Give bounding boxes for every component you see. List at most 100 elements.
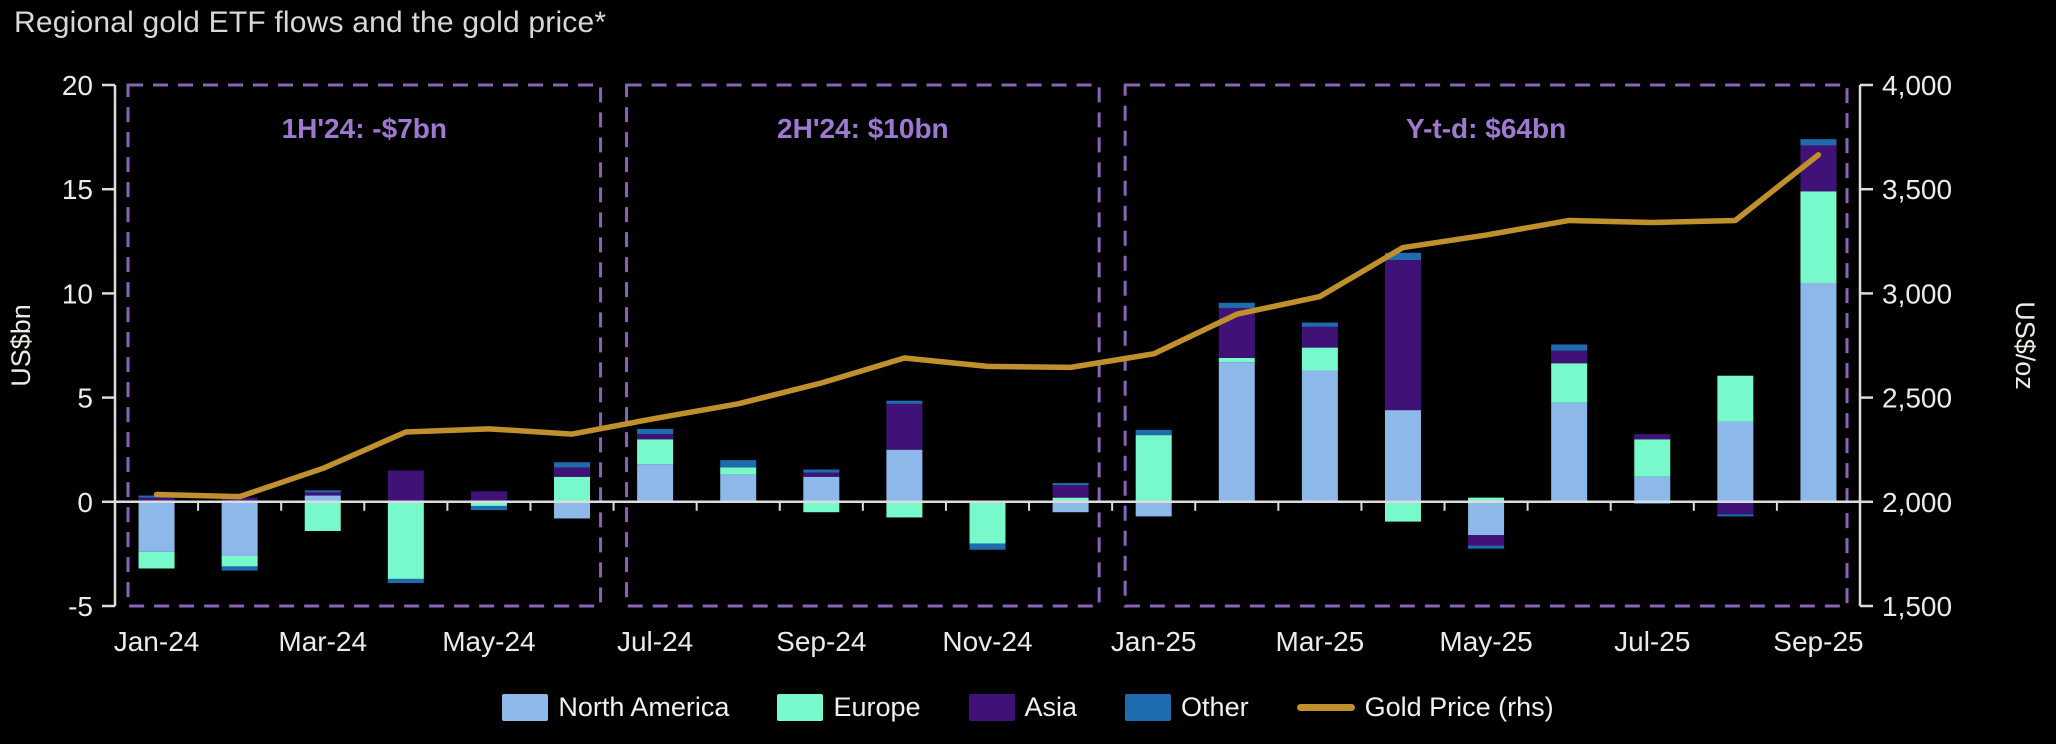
bar-Jan-25-north-america bbox=[1135, 501, 1172, 517]
left-axis-tick-label: 20 bbox=[62, 70, 93, 101]
bar-Jun-25-europe bbox=[1551, 363, 1588, 403]
left-axis-tick-label: -5 bbox=[68, 591, 93, 622]
bar-Aug-25-asia bbox=[1717, 501, 1754, 515]
bar-Jul-25-europe bbox=[1634, 439, 1671, 477]
left-axis-title: US$bn bbox=[6, 304, 36, 387]
x-axis-label-Nov-24: Nov-24 bbox=[942, 626, 1032, 657]
bar-Jun-25-north-america bbox=[1551, 402, 1588, 502]
bar-Sep-24-north-america bbox=[803, 476, 840, 502]
bar-Mar-25-other bbox=[1301, 322, 1338, 327]
bar-May-24-asia bbox=[470, 491, 507, 502]
bar-Mar-24-north-america bbox=[304, 495, 341, 502]
bar-Apr-25-europe bbox=[1384, 501, 1421, 522]
period-box-3 bbox=[1123, 83, 1849, 608]
bar-Mar-24-other bbox=[304, 490, 341, 493]
right-axis-tick-label: 1,500 bbox=[1882, 591, 1952, 622]
bar-Sep-24-asia bbox=[803, 472, 840, 477]
bar-Jan-25-europe bbox=[1135, 435, 1172, 502]
bar-Jan-25-other bbox=[1135, 429, 1172, 436]
legend-label-other: Other bbox=[1181, 692, 1249, 722]
other-swatch bbox=[1125, 694, 1172, 721]
bar-Aug-24-europe bbox=[720, 467, 757, 475]
legend-item-gold-price: Gold Price (rhs) bbox=[1296, 692, 1554, 723]
right-axis-tick-label: 4,000 bbox=[1882, 70, 1952, 101]
bar-Apr-25-other bbox=[1384, 252, 1421, 261]
bar-Feb-25-north-america bbox=[1218, 362, 1255, 502]
bar-Sep-24-europe bbox=[803, 501, 840, 513]
bar-Sep-25-other bbox=[1800, 139, 1837, 146]
legend: North America Europe Asia Other Gold Pri… bbox=[0, 692, 2056, 723]
bar-Feb-25-other bbox=[1218, 302, 1255, 308]
bar-Mar-24-asia bbox=[304, 492, 341, 496]
bar-Apr-25-asia bbox=[1384, 260, 1421, 411]
bar-Mar-25-north-america bbox=[1301, 370, 1338, 502]
bar-May-25-other bbox=[1468, 545, 1505, 549]
x-axis-label-May-24: May-24 bbox=[442, 626, 535, 657]
bar-Apr-25-north-america bbox=[1384, 410, 1421, 502]
period-annotation-3: Y-t-d: $64bn bbox=[1406, 113, 1566, 144]
bar-Aug-25-north-america bbox=[1717, 421, 1754, 502]
bar-Sep-25-north-america bbox=[1800, 282, 1837, 502]
bar-Oct-24-europe bbox=[886, 501, 923, 518]
x-axis-label-Sep-24: Sep-24 bbox=[776, 626, 866, 657]
period-box-1 bbox=[126, 83, 603, 608]
bar-Jun-25-asia bbox=[1551, 350, 1588, 364]
right-axis-tick-label: 2,500 bbox=[1882, 383, 1952, 414]
x-axis-label-Jan-24: Jan-24 bbox=[114, 626, 200, 657]
bar-Mar-25-asia bbox=[1301, 326, 1338, 348]
bar-Jan-24-europe bbox=[138, 551, 175, 569]
bar-Jan-24-north-america bbox=[138, 501, 175, 552]
bar-Jul-24-asia bbox=[637, 434, 674, 440]
bar-Mar-25-europe bbox=[1301, 347, 1338, 371]
bar-Oct-24-north-america bbox=[886, 449, 923, 502]
bar-Feb-24-other bbox=[221, 566, 258, 571]
bar-Jan-24-asia bbox=[138, 497, 175, 502]
left-axis-tick-label: 0 bbox=[77, 487, 93, 518]
bar-Jul-25-north-america bbox=[1634, 476, 1671, 502]
legend-label-asia: Asia bbox=[1024, 692, 1078, 722]
bar-Nov-24-other bbox=[969, 543, 1006, 550]
period-box-2 bbox=[625, 83, 1101, 608]
x-axis-label-Jul-24: Jul-24 bbox=[617, 626, 693, 657]
bar-May-25-north-america bbox=[1468, 501, 1505, 536]
legend-item-other: Other bbox=[1125, 692, 1249, 723]
bar-Dec-24-asia bbox=[1052, 485, 1089, 498]
legend-label-north-america: North America bbox=[558, 692, 730, 722]
x-axis-label-Sep-25: Sep-25 bbox=[1773, 626, 1863, 657]
bar-Oct-24-other bbox=[886, 400, 923, 404]
europe-swatch bbox=[777, 694, 824, 721]
bar-Apr-24-europe bbox=[387, 501, 424, 579]
bar-May-24-other bbox=[470, 505, 507, 511]
right-axis-tick-label: 3,000 bbox=[1882, 278, 1952, 309]
bar-Jul-24-other bbox=[637, 428, 674, 435]
legend-label-gold-price: Gold Price (rhs) bbox=[1364, 692, 1554, 722]
asia-swatch bbox=[968, 694, 1015, 721]
bar-Oct-24-asia bbox=[886, 403, 923, 450]
bar-Feb-24-asia bbox=[221, 497, 258, 502]
period-annotation-2: 2H'24: $10bn bbox=[777, 113, 949, 144]
gold-price-line bbox=[153, 152, 1822, 500]
bar-Sep-24-other bbox=[803, 469, 840, 473]
north-america-swatch bbox=[502, 694, 549, 721]
chart-title: Regional gold ETF flows and the gold pri… bbox=[14, 6, 607, 39]
bar-Feb-24-north-america bbox=[221, 501, 258, 556]
legend-item-north-america: North America bbox=[502, 692, 729, 723]
bar-May-24-europe bbox=[470, 501, 507, 506]
bar-May-25-europe bbox=[1468, 497, 1505, 502]
bar-Jul-24-europe bbox=[637, 439, 674, 465]
x-axis-label-Jan-25: Jan-25 bbox=[1111, 626, 1197, 657]
bar-Jun-24-asia bbox=[554, 467, 591, 477]
legend-item-asia: Asia bbox=[968, 692, 1078, 723]
bar-Aug-25-europe bbox=[1717, 375, 1754, 422]
right-axis-tick-label: 3,500 bbox=[1882, 174, 1952, 205]
period-annotation-1: 1H'24: -$7bn bbox=[282, 113, 447, 144]
bar-Feb-25-europe bbox=[1218, 358, 1255, 363]
bar-Nov-24-europe bbox=[969, 501, 1006, 544]
bar-Jun-25-other bbox=[1551, 344, 1588, 351]
x-axis-label-Mar-25: Mar-25 bbox=[1276, 626, 1365, 657]
bar-Apr-24-other bbox=[387, 578, 424, 584]
bar-Aug-24-north-america bbox=[720, 474, 757, 502]
left-axis-tick-label: 15 bbox=[62, 174, 93, 205]
